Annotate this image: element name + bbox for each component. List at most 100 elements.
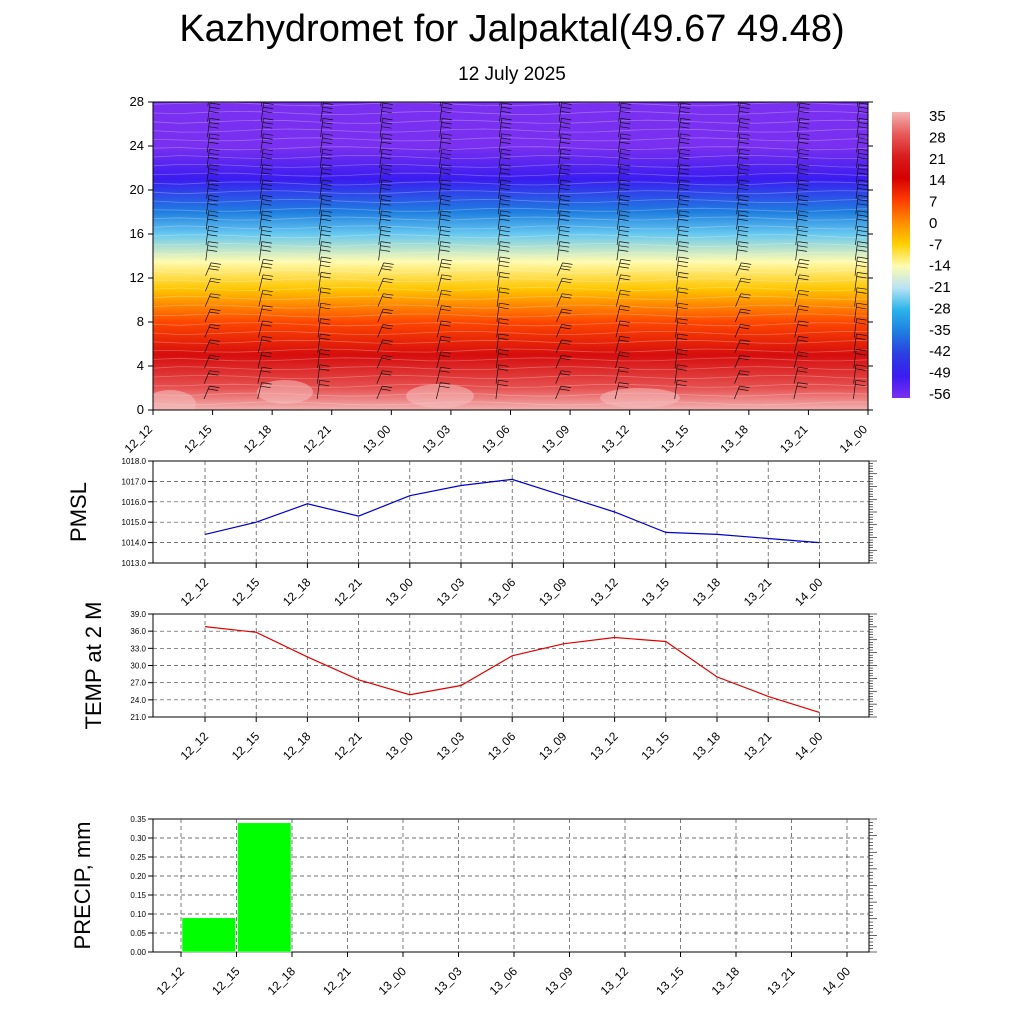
- wind-barb: [556, 308, 572, 323]
- y-tick-label: 0: [137, 402, 144, 417]
- x-tick-label: 13_15: [658, 422, 692, 456]
- wind-barb: [497, 210, 511, 230]
- x-tick-label: 12_21: [320, 964, 354, 998]
- wind-barb: [616, 241, 630, 261]
- wind-barb: [916, 118, 928, 137]
- wind-barb: [378, 225, 392, 246]
- wind-barb: [555, 354, 572, 369]
- wind-barb: [616, 274, 631, 292]
- contour-line: [153, 172, 868, 177]
- wind-barb: [319, 164, 333, 184]
- wind-barb: [557, 195, 571, 215]
- colorbar: 35 28 21 14 7 0 -7 -14 -21 -28 -35 -42 -49 -56: [892, 108, 951, 403]
- wind-barb: [206, 164, 220, 184]
- contour-line: [153, 207, 868, 212]
- wind-barb: [677, 118, 691, 138]
- wind-barb: [736, 195, 750, 215]
- wind-barb: [259, 210, 273, 230]
- wind-barb: [320, 102, 322, 107]
- heatmap-panel: 0 4 8 12 16 20 24 28 12_12 12_15 12_18 12_21 13_00 13…: [122, 94, 929, 456]
- contour-line: [153, 348, 868, 353]
- wind-barb: [557, 210, 571, 230]
- warm-core: [406, 384, 474, 408]
- x-tick-label: 13_06: [485, 575, 519, 609]
- wind-barb: [795, 241, 809, 261]
- wind-barb: [205, 277, 221, 292]
- wind-barb: [439, 102, 442, 107]
- wind-barb: [674, 333, 688, 353]
- colorbar-label: -7: [929, 236, 942, 253]
- x-tick-label: 13_06: [485, 729, 519, 763]
- contour-line: [153, 366, 868, 371]
- wind-barb: [914, 309, 929, 322]
- wind-barb: [618, 118, 631, 138]
- y-tick-label: 27.0: [130, 679, 146, 688]
- wind-barb: [676, 241, 689, 261]
- wind-barb: [855, 225, 868, 246]
- wind-barb: [915, 242, 927, 261]
- warm-core: [257, 380, 313, 404]
- colorbar-label: 35: [929, 108, 946, 125]
- wind-barb: [317, 364, 330, 384]
- wind-barb: [737, 133, 750, 153]
- wind-barb: [205, 210, 219, 230]
- wind-barb: [258, 320, 273, 338]
- wind-barb: [437, 289, 452, 307]
- wind-barb: [737, 102, 739, 107]
- wind-barb: [496, 318, 510, 338]
- wind-barb: [556, 277, 573, 292]
- wind-barb: [913, 386, 928, 399]
- bar: [237, 822, 292, 953]
- wind-barb: [258, 289, 273, 307]
- wind-barb: [436, 336, 451, 353]
- x-tick-label: 13_12: [598, 964, 632, 998]
- contour-line: [153, 322, 868, 327]
- x-tick-label: 12_21: [331, 575, 365, 609]
- contour-line: [153, 198, 868, 203]
- wind-barb: [734, 339, 751, 353]
- wind-barb: [735, 225, 749, 246]
- y-tick-label: 0.35: [130, 815, 146, 824]
- wind-barb: [496, 302, 510, 323]
- contour-line: [153, 110, 868, 115]
- colorbar-label: -21: [929, 279, 951, 296]
- x-tick-label: 13_09: [536, 575, 570, 609]
- wind-barb: [557, 164, 571, 184]
- wind-barb: [617, 148, 631, 169]
- y-tick-label: 33.0: [130, 644, 146, 653]
- wind-barb: [436, 320, 452, 338]
- wind-barb: [676, 210, 690, 230]
- wind-barb: [797, 102, 810, 122]
- wind-barb: [734, 370, 750, 384]
- contour-line: [153, 269, 868, 274]
- wind-barb: [257, 351, 273, 369]
- wind-barb: [555, 370, 572, 384]
- wind-barb: [617, 195, 630, 215]
- y-tick-label: 0.15: [130, 891, 146, 900]
- x-tick-label: 14_00: [820, 964, 854, 998]
- y-tick-label: 12: [130, 270, 144, 285]
- x-tick-label: 13_03: [434, 729, 468, 763]
- wind-barb: [206, 195, 219, 215]
- wind-barb: [260, 148, 274, 169]
- y-tick-label: 36.0: [130, 627, 146, 636]
- x-tick-label: 13_00: [382, 575, 416, 609]
- wind-barb: [917, 103, 929, 122]
- wind-barb: [615, 305, 631, 323]
- wind-barb: [204, 354, 220, 369]
- x-tick-label: 12_15: [229, 729, 263, 763]
- wind-barb: [734, 354, 751, 369]
- wind-barb: [206, 179, 220, 199]
- wind-barb: [856, 102, 859, 107]
- wind-barb: [204, 339, 221, 353]
- plot-frame: [152, 460, 870, 564]
- x-tick-label: 13_15: [653, 964, 687, 998]
- wind-barb: [677, 148, 691, 169]
- wind-barb: [378, 195, 392, 215]
- wind-barb: [853, 364, 867, 384]
- contour-line: [153, 286, 868, 291]
- wind-barb: [796, 148, 810, 169]
- x-tick-label: 12_18: [280, 729, 314, 763]
- wind-barb: [675, 318, 688, 338]
- x-tick-label: 13_09: [542, 964, 576, 998]
